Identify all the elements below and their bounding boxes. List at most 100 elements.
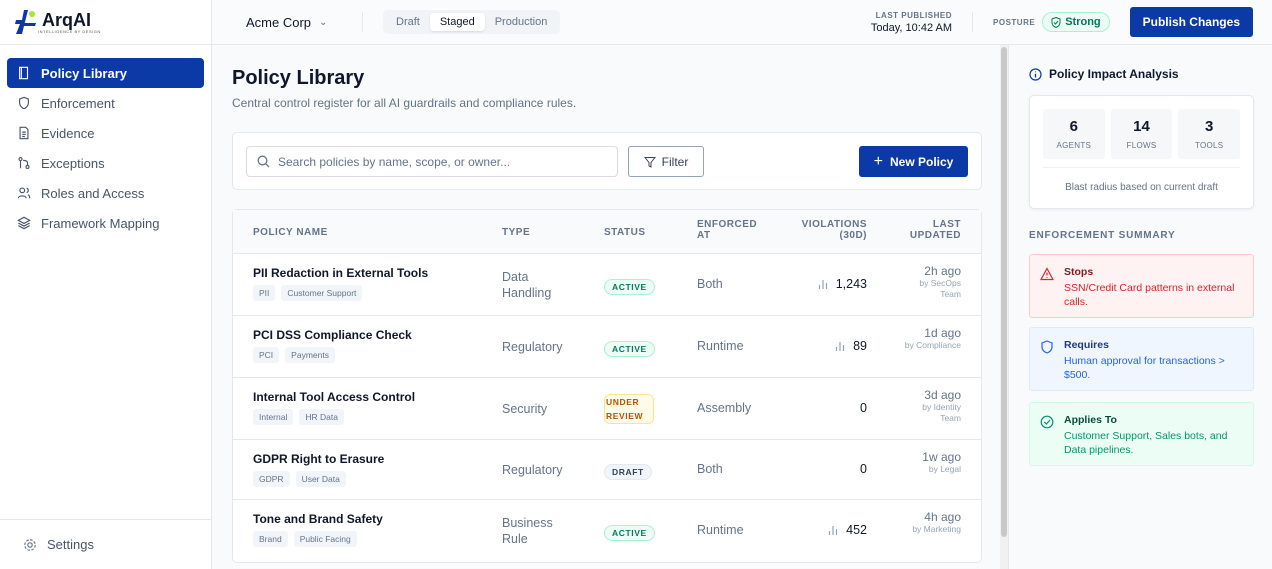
- bar-chart-icon: [829, 526, 838, 535]
- filter-button[interactable]: Filter: [628, 146, 704, 177]
- tag: GDPR: [253, 471, 290, 487]
- filter-label: Filter: [661, 154, 689, 169]
- org-name: Acme Corp: [246, 14, 312, 30]
- tab-production[interactable]: Production: [494, 16, 548, 28]
- card-text: SSN/Credit Card patterns in external cal…: [1064, 282, 1235, 308]
- posture-value: Strong: [1065, 16, 1101, 28]
- stat-value: 3: [1205, 118, 1214, 135]
- stat-value: 6: [1069, 118, 1078, 135]
- new-policy-label: New Policy: [889, 154, 954, 169]
- search-input[interactable]: Search policies by name, scope, or owner…: [246, 146, 618, 177]
- tag: Brand: [253, 531, 288, 547]
- card-text: Human approval for transactions > $500.: [1064, 355, 1225, 381]
- sidebar-item-policy-library[interactable]: Policy Library: [7, 58, 204, 88]
- org-selector[interactable]: Acme Corp ⌄: [246, 15, 362, 30]
- violations: 89: [835, 339, 867, 353]
- policy-type: Data Handling: [502, 270, 552, 300]
- policy-name[interactable]: PCI DSS Compliance Check: [253, 328, 412, 342]
- tab-staged[interactable]: Staged: [429, 13, 485, 31]
- updated-by: by Identity Team: [922, 402, 961, 423]
- settings-link[interactable]: Settings: [0, 519, 211, 569]
- updated-by: by SecOps Team: [919, 278, 961, 299]
- divider: [972, 12, 974, 32]
- violations-count: 0: [860, 401, 867, 415]
- stat-value: 14: [1133, 118, 1150, 135]
- warning-icon: [1040, 267, 1054, 281]
- card-title: Applies To: [1064, 414, 1117, 426]
- sidebar-item-framework-mapping[interactable]: Framework Mapping: [7, 208, 204, 238]
- updated-time: 1w ago: [922, 450, 961, 464]
- sidebar-item-enforcement[interactable]: Enforcement: [7, 88, 204, 118]
- sidebar-item-evidence[interactable]: Evidence: [7, 118, 204, 148]
- policy-type: Security: [502, 402, 548, 416]
- bar-chart-icon: [818, 280, 827, 289]
- last-published-value: Today, 10:42 AM: [870, 21, 953, 34]
- last-updated: 3d ago by Identity Team: [901, 388, 961, 424]
- tag: Customer Support: [281, 285, 363, 301]
- col-last-updated[interactable]: LAST UPDATED: [909, 219, 961, 241]
- search-placeholder: Search policies by name, scope, or owner…: [278, 154, 511, 169]
- check-circle-icon: [1040, 415, 1054, 429]
- stat-tools: 3 TOOLS: [1178, 109, 1241, 159]
- divider: [362, 12, 363, 32]
- updated-time: 3d ago: [924, 388, 961, 402]
- table-row[interactable]: PCI DSS Compliance Check PCI Payments Regul…: [233, 316, 981, 378]
- shield-check-icon: [1051, 16, 1061, 28]
- table-row[interactable]: PII Redaction in External Tools PII Custom…: [233, 254, 981, 316]
- violations-count: 89: [853, 339, 867, 353]
- status-badge: ACTIVE: [604, 341, 655, 357]
- applies-to-card: Applies To Customer Support, Sales bots, …: [1029, 402, 1254, 466]
- tag: Internal: [253, 409, 294, 425]
- col-policy-name[interactable]: POLICY NAME: [253, 227, 328, 238]
- violations: 1,243: [818, 277, 867, 291]
- policy-name[interactable]: PII Redaction in External Tools: [253, 266, 429, 280]
- status-badge: ACTIVE: [604, 525, 655, 541]
- tag: PCI: [253, 347, 280, 363]
- col-violations[interactable]: VIOLATIONS (30D): [801, 219, 867, 241]
- posture-label: POSTURE: [993, 17, 1036, 27]
- gear-icon: [24, 538, 36, 551]
- git-branch-icon: [18, 157, 30, 169]
- policy-table: POLICY NAME TYPE STATUS ENFORCED AT VIOL…: [232, 209, 982, 563]
- sidebar-item-roles-and-access[interactable]: Roles and Access: [7, 178, 204, 208]
- sidebar-nav: Policy Library Enforcement Evidence Excepti…: [0, 45, 211, 251]
- scrollbar-thumb[interactable]: [1001, 47, 1007, 537]
- bar-chart-icon: [835, 342, 845, 351]
- new-policy-button[interactable]: + New Policy: [859, 146, 968, 177]
- card-text: Customer Support, Sales bots, and Data p…: [1064, 430, 1228, 456]
- policy-name[interactable]: Tone and Brand Safety: [253, 512, 383, 526]
- col-status[interactable]: STATUS: [604, 227, 646, 238]
- enforced-at: Runtime: [697, 339, 744, 353]
- page-title: Policy Library: [232, 67, 365, 89]
- posture-badge: Strong: [1042, 12, 1110, 32]
- policy-name[interactable]: Internal Tool Access Control: [253, 390, 416, 404]
- logo[interactable]: ArqAI INTELLIGENCE BY DESIGN: [0, 0, 211, 45]
- col-type[interactable]: TYPE: [502, 227, 531, 238]
- stat-agents: 6 AGENTS: [1043, 109, 1105, 159]
- table-row[interactable]: GDPR Right to Erasure GDPR User Data Regula…: [233, 440, 981, 500]
- policy-type: Business Rule: [502, 516, 553, 546]
- shield-icon: [1041, 340, 1053, 354]
- toolbar: Search policies by name, scope, or owner…: [232, 132, 982, 190]
- table-row[interactable]: Tone and Brand Safety Brand Public Facing B…: [233, 500, 981, 562]
- publish-changes-button[interactable]: Publish Changes: [1129, 7, 1253, 37]
- tag: PII: [253, 285, 276, 301]
- col-enforced-at[interactable]: ENFORCED AT: [697, 219, 758, 241]
- stops-card: Stops SSN/Credit Card patterns in externa…: [1029, 254, 1254, 318]
- plus-icon: +: [873, 152, 883, 170]
- violations-count: 1,243: [835, 277, 867, 291]
- enforcement-summary-title: ENFORCEMENT SUMMARY: [1029, 230, 1176, 241]
- violations: 0: [860, 401, 867, 415]
- sidebar-item-label: Roles and Access: [41, 185, 145, 201]
- table-row[interactable]: Internal Tool Access Control Internal HR D…: [233, 378, 981, 440]
- last-published-label: LAST PUBLISHED: [875, 10, 953, 20]
- last-updated: 4h ago by Marketing: [901, 510, 961, 535]
- status-badge: DRAFT: [604, 464, 652, 480]
- tab-draft[interactable]: Draft: [396, 16, 420, 28]
- policy-name[interactable]: GDPR Right to Erasure: [253, 452, 385, 466]
- sidebar-item-exceptions[interactable]: Exceptions: [7, 148, 204, 178]
- updated-by: by Marketing: [912, 524, 961, 534]
- scrollbar[interactable]: [1000, 45, 1008, 569]
- filter-icon: [643, 156, 656, 168]
- sidebar-item-label: Exceptions: [41, 155, 105, 171]
